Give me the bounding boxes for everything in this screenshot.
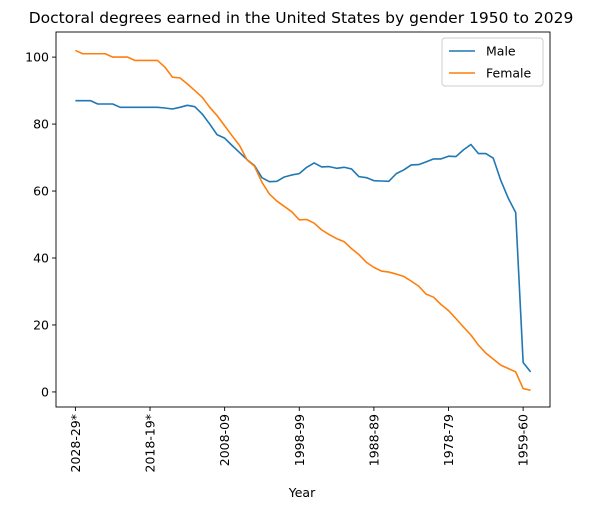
x-axis-label: Year bbox=[288, 485, 316, 500]
chart-title: Doctoral degrees earned in the United St… bbox=[29, 9, 574, 27]
y-tick-label: 20 bbox=[33, 317, 49, 332]
legend-label-male: Male bbox=[486, 44, 516, 59]
y-tick-label: 0 bbox=[41, 384, 49, 399]
y-tick-label: 100 bbox=[25, 50, 49, 65]
x-tick-label: 2008-09 bbox=[217, 414, 232, 466]
plot-area: 0 20 40 60 80 100 2028-29* 2018-19* 2008-09 1998-… bbox=[25, 31, 551, 472]
x-tick-label: 1998-99 bbox=[292, 414, 307, 466]
legend-label-female: Female bbox=[486, 66, 532, 81]
y-tick-label: 60 bbox=[33, 184, 49, 199]
series-line-male bbox=[75, 99, 532, 373]
x-tick-label: 1978-79 bbox=[441, 414, 456, 466]
series-line-female bbox=[75, 49, 531, 392]
x-tick-label: 2028-29* bbox=[68, 414, 83, 472]
x-tick-label: 1959-60 bbox=[516, 414, 531, 466]
plot-frame bbox=[55, 31, 551, 408]
y-tick-label: 80 bbox=[33, 117, 49, 132]
legend-box bbox=[441, 37, 544, 87]
x-tick-label: 1988-89 bbox=[366, 414, 381, 466]
x-tick-label: 2018-19* bbox=[143, 414, 158, 472]
y-tick-label: 40 bbox=[33, 251, 49, 266]
